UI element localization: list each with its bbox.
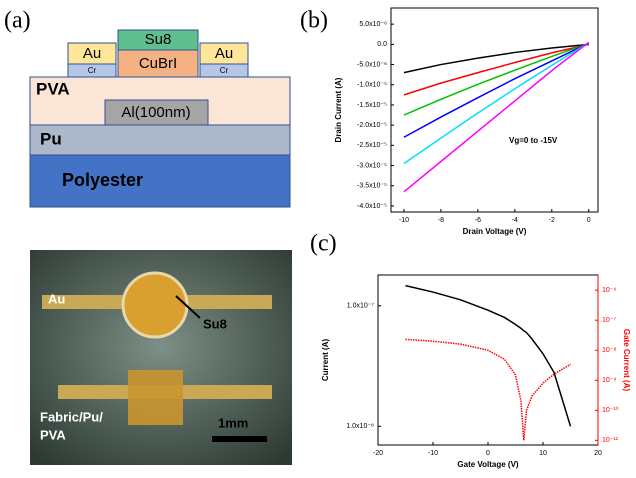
panel-label: (c) <box>310 231 337 257</box>
plot-frame <box>378 275 598 445</box>
layer-diagram: Su8 Au CuBrI Au Cr Cr PVA Al(100nm) Pu P… <box>30 30 290 207</box>
y-tick-label: 1.0x10⁻⁸ <box>346 423 374 430</box>
y2-tick-label: 10⁻⁹ <box>602 377 616 384</box>
y-tick-label: -1.5x10⁻⁵ <box>357 102 387 109</box>
series-line <box>406 286 571 427</box>
photo-label: 1mm <box>218 415 248 430</box>
y-tick-label: 5.0x10⁻⁶ <box>359 21 387 28</box>
x-tick-label: -4 <box>512 217 518 224</box>
layer-label: Al(100nm) <box>121 104 190 121</box>
y-tick-label: -2.0x10⁻⁵ <box>357 122 387 129</box>
layer-label: Pu <box>40 129 62 148</box>
figure: (a) (b) (c) Su8 Au CuBrI Au Cr Cr PVA Al… <box>0 0 636 478</box>
y-tick-label: -5.0x10⁻⁶ <box>357 61 387 68</box>
y-axis-label: Drain Current (A) <box>334 77 343 142</box>
layer-label: Au <box>215 45 233 62</box>
y-tick-label: 1.0x10⁻⁷ <box>347 303 375 310</box>
layer-label: Su8 <box>145 31 172 48</box>
series-line <box>404 44 589 116</box>
x-tick-label: -2 <box>549 217 555 224</box>
series-line <box>404 43 589 137</box>
device <box>123 273 187 337</box>
y-tick-label: -2.5x10⁻⁵ <box>357 142 387 149</box>
y2-tick-label: 10⁻¹¹ <box>602 437 619 444</box>
layer-label: PVA <box>36 79 70 98</box>
photo-label: Au <box>48 291 65 306</box>
series-line <box>406 339 571 440</box>
x-axis-label: Gate Voltage (V) <box>457 460 519 469</box>
y-tick-label: 0.0 <box>377 41 387 48</box>
x-tick-label: -10 <box>399 217 409 224</box>
y-axis-label: Current (A) <box>321 339 330 382</box>
x-axis-label: Drain Voltage (V) <box>463 227 527 236</box>
photo-label: PVA <box>40 427 66 442</box>
x-tick-label: -20 <box>373 450 383 457</box>
panel-label: (a) <box>4 8 31 34</box>
y-tick-label: -3.0x10⁻⁵ <box>357 162 387 169</box>
layer-label: CuBrI <box>139 55 177 72</box>
plot-frame <box>391 8 598 212</box>
series-line <box>404 44 589 94</box>
panel-label: (b) <box>300 8 328 34</box>
x-tick-label: 10 <box>539 450 547 457</box>
scale-bar <box>212 436 267 442</box>
y2-tick-label: 10⁻⁷ <box>602 317 616 324</box>
x-tick-label: 0 <box>486 450 490 457</box>
x-tick-label: -10 <box>428 450 438 457</box>
photo: Au Su8 Fabric/Pu/ PVA 1mm <box>30 250 292 465</box>
photo-label: Fabric/Pu/ <box>40 409 103 424</box>
y2-tick-label: 10⁻⁶ <box>602 287 616 294</box>
x-tick-label: -8 <box>438 217 444 224</box>
annotation: Vg=0 to -15V <box>509 136 558 145</box>
y2-tick-label: 10⁻¹⁰ <box>602 406 619 414</box>
layer-label: Polyester <box>62 170 143 190</box>
layer-label: Cr <box>88 66 97 75</box>
y-tick-label: -3.5x10⁻⁵ <box>357 183 387 190</box>
x-tick-label: 20 <box>594 450 602 457</box>
y2-axis-label: Gate Current (A) <box>622 329 631 392</box>
layer-label: Au <box>83 45 101 62</box>
series-line <box>404 42 589 191</box>
y2-tick-label: 10⁻⁸ <box>602 347 616 354</box>
device <box>128 370 183 425</box>
y-tick-label: -1.0x10⁻⁵ <box>357 82 387 89</box>
layer <box>30 125 290 155</box>
x-tick-label: -6 <box>475 217 481 224</box>
y-tick-label: -4.0x10⁻⁵ <box>357 203 387 210</box>
layer-label: Cr <box>220 66 229 75</box>
series-line <box>404 44 589 72</box>
x-tick-label: 0 <box>587 217 591 224</box>
photo-label: Su8 <box>203 316 227 331</box>
